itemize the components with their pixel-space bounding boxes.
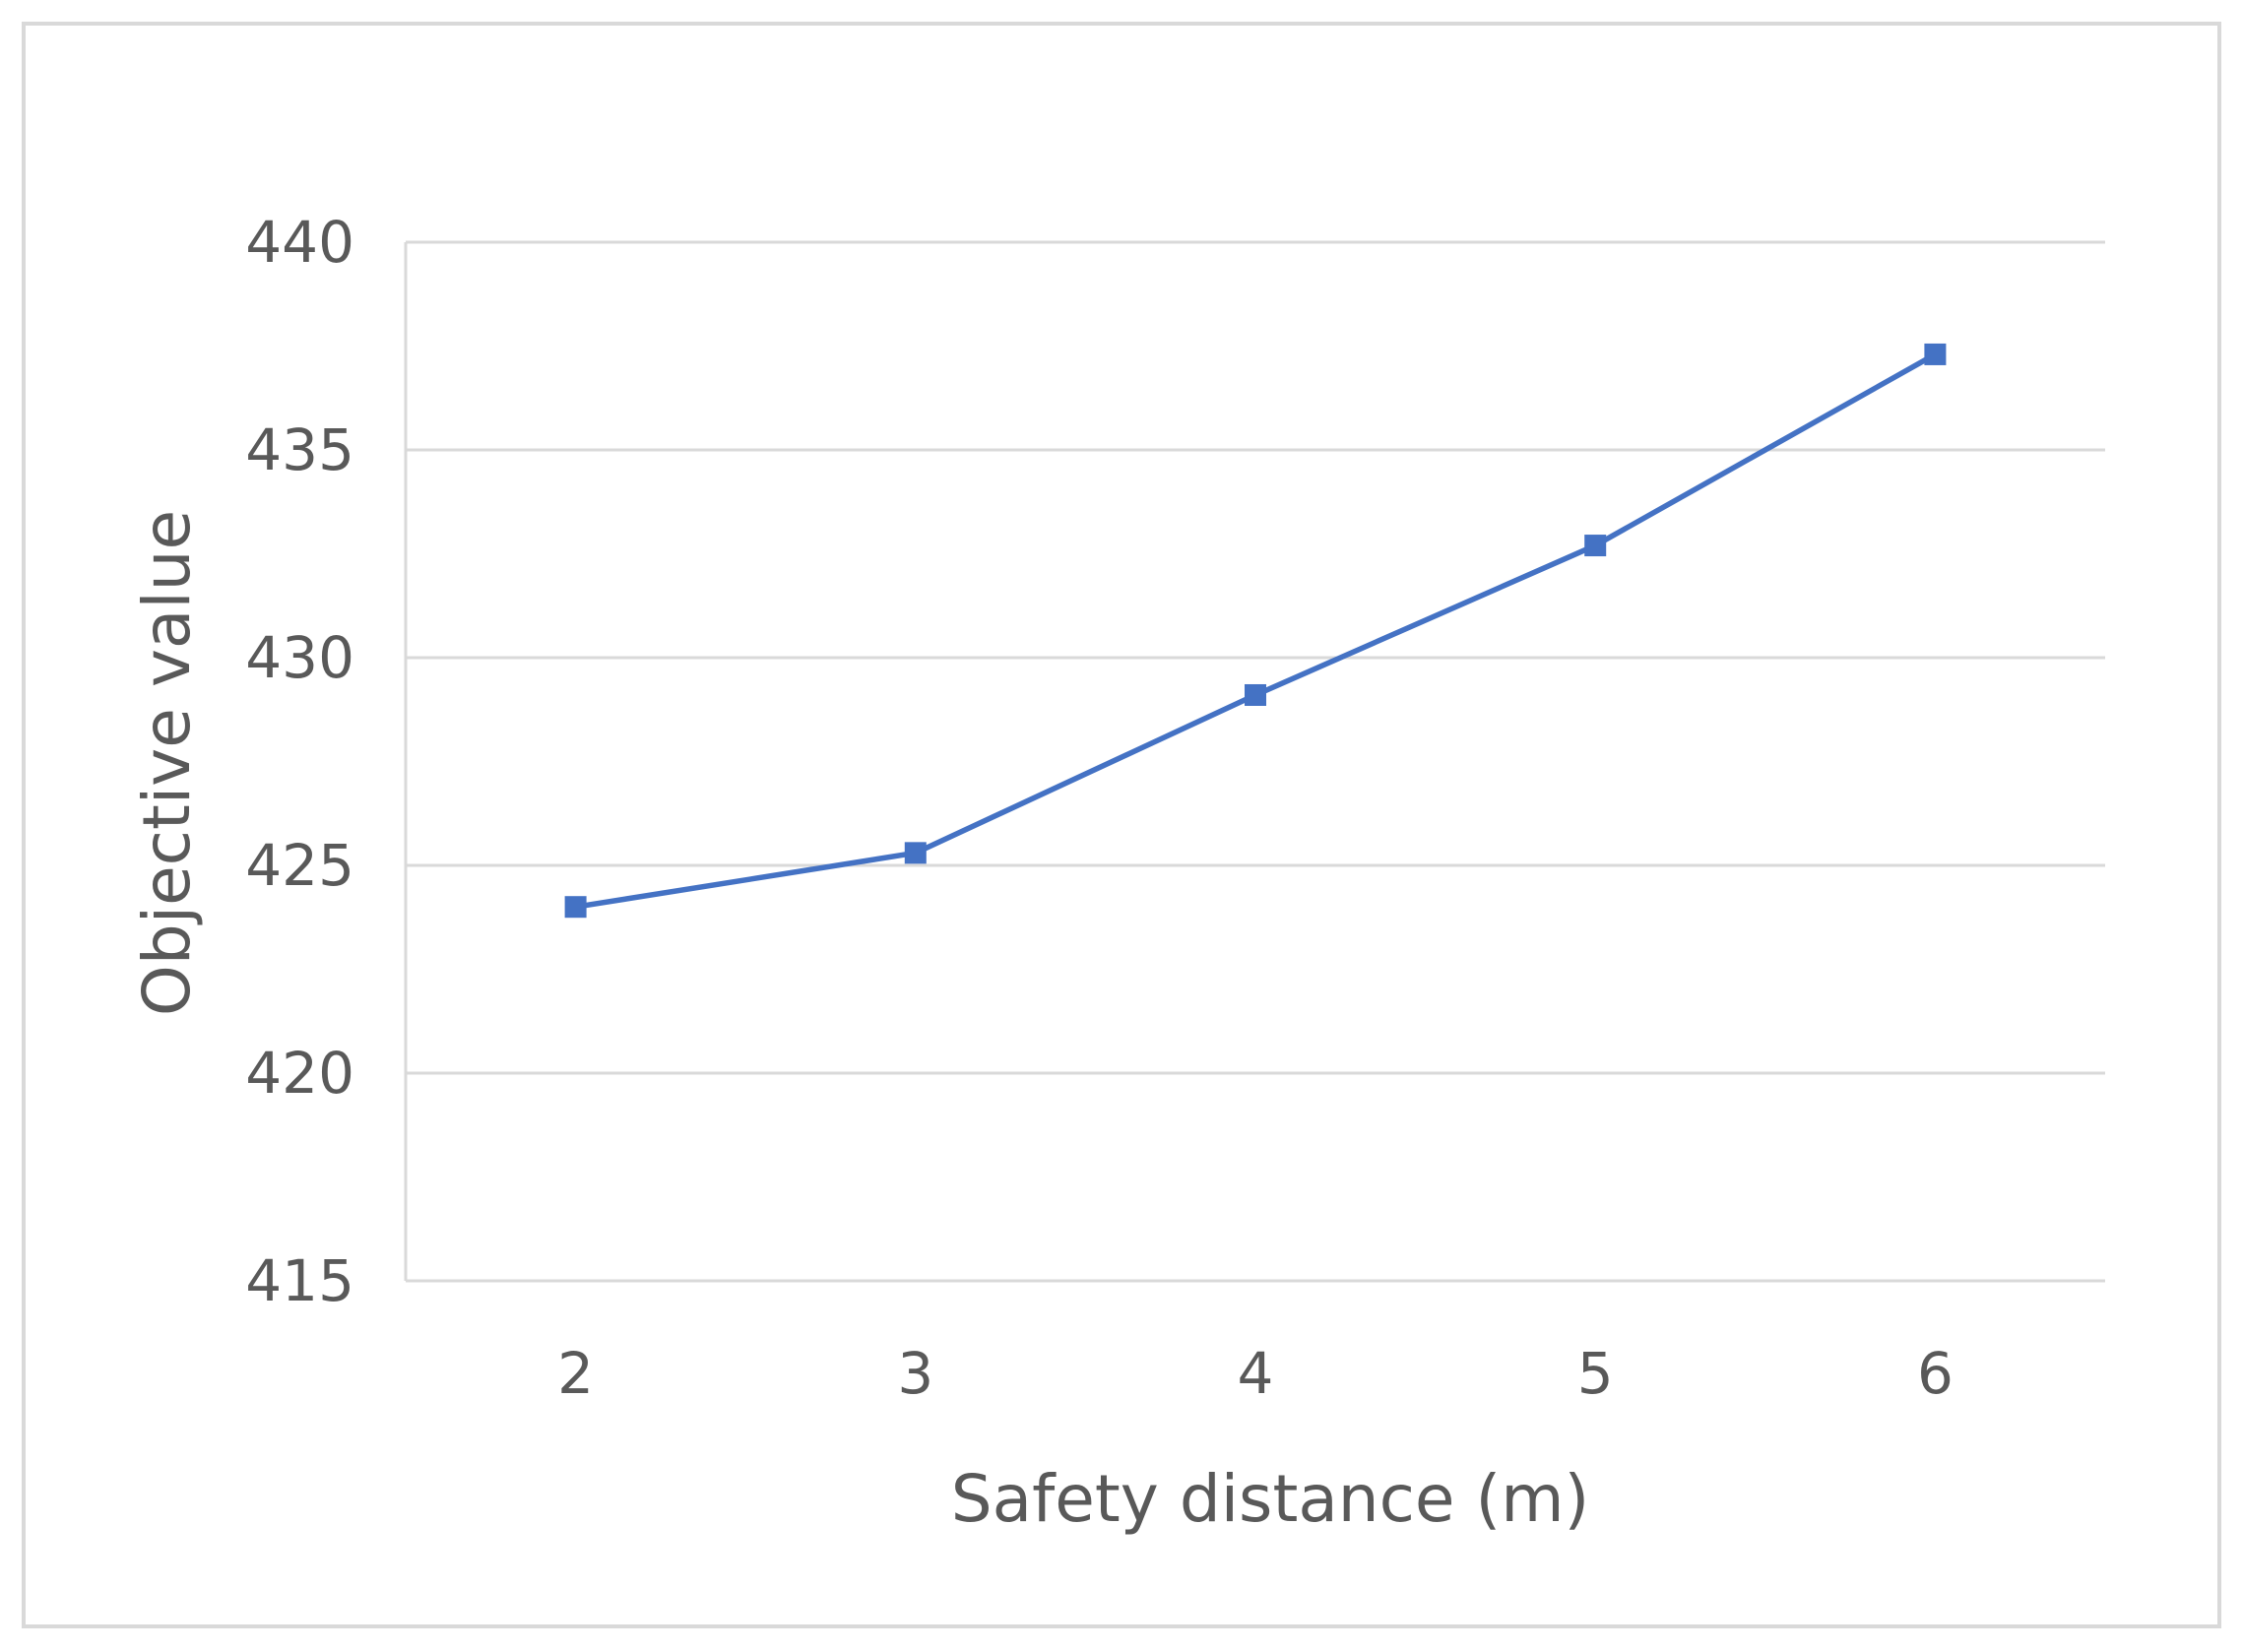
- chart-area-border: [22, 22, 2221, 1628]
- y-tick-label: 430: [245, 624, 354, 691]
- y-tick-labels: 415 420 425 430 435 440: [245, 209, 354, 1314]
- data-series: [564, 343, 1947, 919]
- x-tick-labels: 2 3 4 5 6: [557, 1340, 1954, 1407]
- y-tick-label: 415: [245, 1247, 354, 1314]
- x-tick-label: 4: [1238, 1340, 1274, 1407]
- x-tick-label: 2: [557, 1340, 594, 1407]
- data-point-marker: [904, 842, 927, 864]
- y-tick-label: 425: [245, 832, 354, 899]
- x-tick-label: 5: [1577, 1340, 1614, 1407]
- y-tick-label: 420: [245, 1040, 354, 1107]
- data-point-marker: [564, 896, 587, 919]
- data-point-marker: [1924, 343, 1947, 365]
- y-tick-label: 440: [245, 209, 354, 276]
- y-tick-label: 435: [245, 416, 354, 483]
- x-tick-label: 6: [1917, 1340, 1954, 1407]
- gridlines: [406, 240, 2105, 1283]
- x-tick-label: 3: [897, 1340, 933, 1407]
- data-point-marker: [1584, 535, 1607, 557]
- x-axis-title: Safety distance (m): [951, 1461, 1590, 1537]
- y-axis-title: Objective value: [129, 510, 205, 1016]
- data-point-marker: [1245, 683, 1266, 706]
